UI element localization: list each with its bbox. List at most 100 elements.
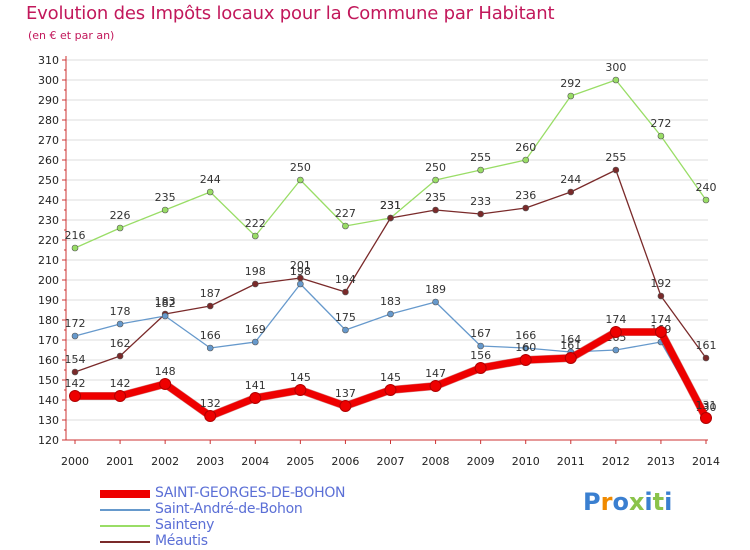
logo-letter: x [628,488,645,516]
data-label-saint-andr-de-bohon: 183 [380,295,401,308]
data-label-sainteny: 244 [200,173,221,186]
data-label-m-autis: 255 [605,151,626,164]
data-point-saint-georges-de-bohon [294,384,307,396]
data-point-saint-georges-de-bohon [204,410,217,422]
data-point-saint-georges-de-bohon [384,384,397,396]
data-label-saint-georges-de-bohon: 174 [650,313,671,326]
data-label-m-autis: 231 [380,199,401,212]
data-label-saint-georges-de-bohon: 137 [335,387,356,400]
logo-letter: i [644,488,653,516]
data-label-m-autis: 194 [335,273,356,286]
data-point-m-autis [71,368,79,376]
data-point-sainteny [161,206,169,214]
data-point-m-autis [116,352,124,360]
y-tick-label: 260 [38,154,59,167]
data-point-saint-andr-de-bohon [71,332,79,340]
data-point-saint-georges-de-bohon [69,390,81,402]
data-label-sainteny: 250 [425,161,446,174]
y-tick-label: 280 [38,114,59,127]
y-tick-label: 300 [38,74,59,87]
data-label-m-autis: 233 [470,195,491,208]
data-point-saint-georges-de-bohon [654,326,667,338]
data-label-saint-georges-de-bohon: 132 [200,397,221,410]
y-tick-label: 170 [38,334,59,347]
data-point-sainteny [71,244,79,252]
data-point-m-autis [612,166,620,174]
y-tick-label: 290 [38,94,59,107]
y-tick-label: 240 [38,194,59,207]
data-label-sainteny: 260 [515,141,536,154]
data-point-sainteny [567,92,575,100]
data-point-sainteny [342,222,349,230]
data-label-m-autis: 201 [290,259,311,272]
data-point-saint-georges-de-bohon [339,400,352,412]
data-label-saint-andr-de-bohon: 189 [425,283,446,296]
data-label-sainteny: 227 [335,207,356,220]
y-tick-label: 230 [38,214,59,227]
data-label-saint-georges-de-bohon: 156 [470,349,491,362]
data-point-m-autis [522,204,530,212]
data-label-sainteny: 216 [65,229,86,242]
data-point-saint-georges-de-bohon [609,326,622,338]
data-label-m-autis: 154 [65,353,86,366]
data-label-sainteny: 222 [245,217,266,230]
x-tick-label: 2007 [377,455,405,468]
y-tick-label: 160 [38,354,59,367]
logo-letter: i [664,488,673,516]
proxiti-logo: Proxiti [583,488,672,516]
data-point-saint-georges-de-bohon [114,390,127,402]
data-point-saint-andr-de-bohon [297,280,304,288]
data-point-saint-andr-de-bohon [342,326,349,334]
x-tick-label: 2014 [692,455,720,468]
y-tick-label: 210 [38,254,59,267]
data-point-m-autis [342,288,349,296]
data-point-sainteny [657,132,665,140]
legend-swatch [100,525,150,527]
data-point-m-autis [567,188,575,196]
data-point-m-autis [432,206,439,214]
y-tick-label: 310 [38,54,59,67]
data-label-saint-georges-de-bohon: 145 [380,371,401,384]
data-label-saint-georges-de-bohon: 161 [560,339,581,352]
data-point-saint-georges-de-bohon [564,352,577,364]
data-point-sainteny [251,232,259,240]
data-point-sainteny [297,176,304,184]
y-tick-label: 140 [38,394,59,407]
data-point-sainteny [702,196,710,204]
data-label-saint-georges-de-bohon: 148 [155,365,176,378]
x-tick-label: 2000 [61,455,89,468]
data-point-saint-andr-de-bohon [116,320,124,328]
series-line-sainteny [74,79,707,249]
data-label-m-autis: 187 [200,287,221,300]
data-label-m-autis: 198 [245,265,266,278]
data-point-m-autis [702,354,710,362]
data-label-saint-georges-de-bohon: 145 [290,371,311,384]
data-point-saint-georges-de-bohon [700,412,712,424]
data-point-saint-andr-de-bohon [477,342,484,350]
data-point-saint-georges-de-bohon [519,354,532,366]
data-point-m-autis [477,210,484,218]
data-label-m-autis: 236 [515,189,536,202]
logo-letter: r [600,488,613,516]
legend-swatch [100,490,150,498]
data-label-saint-georges-de-bohon: 174 [605,313,626,326]
x-tick-label: 2004 [241,455,269,468]
chart-subtitle: (en € et par an) [28,29,115,42]
x-tick-label: 2006 [331,455,359,468]
data-point-saint-andr-de-bohon [432,298,439,306]
legend-label: SAINT-GEORGES-DE-BOHON [155,485,346,501]
data-label-saint-andr-de-bohon: 172 [65,317,86,330]
chart-title: Evolution des Impôts locaux pour la Comm… [26,3,555,24]
data-label-saint-andr-de-bohon: 175 [335,311,356,324]
data-label-saint-andr-de-bohon: 166 [515,329,536,342]
y-tick-label: 250 [38,174,59,187]
data-point-saint-georges-de-bohon [474,362,487,374]
data-label-saint-georges-de-bohon: 160 [515,341,536,354]
data-label-sainteny: 240 [696,181,717,194]
x-tick-label: 2008 [422,455,450,468]
x-tick-label: 2002 [151,455,179,468]
data-label-saint-andr-de-bohon: 164 [560,333,581,346]
y-tick-label: 270 [38,134,59,147]
